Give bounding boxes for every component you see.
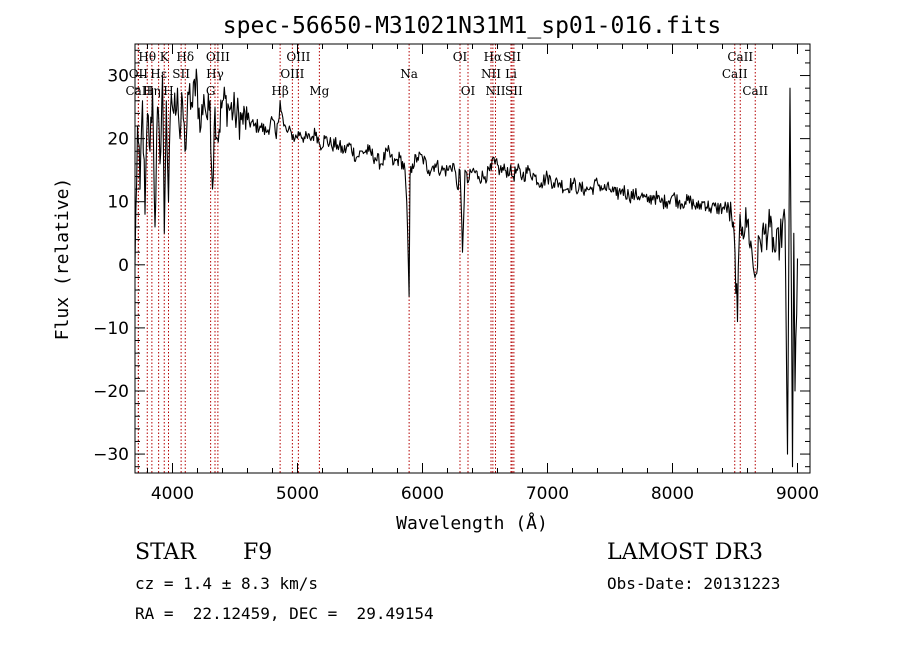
object-subclass: F9 bbox=[243, 540, 273, 565]
spectral-line-label: Mg bbox=[309, 84, 329, 98]
y-tick-label: −30 bbox=[93, 445, 129, 465]
spectral-line-label: H bbox=[163, 84, 173, 98]
x-tick-label: 9000 bbox=[776, 484, 819, 504]
spectral-line-label: Hη bbox=[143, 84, 161, 98]
y-tick-label: 10 bbox=[107, 193, 129, 213]
redshift-velocity: cz = 1.4 ± 8.3 km/s bbox=[135, 574, 319, 593]
spectral-line-label: CaII bbox=[727, 50, 753, 64]
spectral-line-label: Hθ bbox=[138, 50, 156, 64]
spectral-line-label: NII bbox=[486, 84, 506, 98]
x-tick-label: 5000 bbox=[276, 484, 319, 504]
spectral-line-label: OIII bbox=[206, 50, 230, 64]
y-tick-label: 0 bbox=[118, 256, 129, 276]
spectral-line-label: SII bbox=[505, 84, 523, 98]
y-axis-label: Flux (relative) bbox=[52, 178, 73, 341]
spectral-line-label: CaII bbox=[742, 84, 768, 98]
coordinates: RA = 22.12459, DEC = 29.49154 bbox=[135, 604, 434, 623]
spectral-line-label: NII bbox=[481, 67, 501, 81]
spectral-line-label: G bbox=[206, 84, 216, 98]
survey-name: LAMOST DR3 bbox=[607, 540, 763, 565]
axis-ticks: 4000 5000 6000 7000 8000 9000 −30 −20 −10 0 10 20 30 bbox=[93, 44, 819, 504]
spectral-line-label: OIII bbox=[280, 67, 304, 81]
x-axis-label: Wavelength (Å) bbox=[396, 512, 548, 534]
spectral-line-label: SII bbox=[172, 67, 190, 81]
spectral-line-label: OII bbox=[129, 67, 149, 81]
spectral-line-label: OI bbox=[453, 50, 468, 64]
y-tick-label: 20 bbox=[107, 130, 129, 150]
chart-title: spec-56650-M31021N31M1_sp01-016.fits bbox=[223, 13, 722, 39]
spectral-line-label: Hε bbox=[150, 67, 167, 81]
observation-date: Obs-Date: 20131223 bbox=[607, 574, 781, 593]
spectrum-series-layer bbox=[134, 68, 799, 468]
y-tick-label: 30 bbox=[107, 67, 129, 87]
spectrum-line bbox=[134, 68, 799, 468]
spectral-line-label: K bbox=[160, 50, 170, 64]
x-tick-label: 7000 bbox=[526, 484, 569, 504]
spectral-line-label: CaII bbox=[722, 67, 748, 81]
object-class: STAR bbox=[135, 540, 196, 565]
spectral-line-label: Li bbox=[505, 67, 517, 81]
spectral-line-label: Hγ bbox=[206, 67, 224, 81]
spectral-line-label: Hδ bbox=[176, 50, 194, 64]
y-tick-label: −20 bbox=[93, 382, 129, 402]
spectral-line-markers bbox=[137, 44, 756, 473]
plot-frame bbox=[134, 43, 811, 474]
spectral-line-label: Hβ bbox=[271, 84, 288, 98]
spectral-line-label: Na bbox=[400, 67, 418, 81]
x-tick-label: 6000 bbox=[401, 484, 444, 504]
x-tick-label: 4000 bbox=[151, 484, 194, 504]
spectral-line-label: OIII bbox=[286, 50, 310, 64]
spectral-line-label: SII bbox=[503, 50, 521, 64]
y-tick-label: −10 bbox=[93, 319, 129, 339]
x-tick-label: 8000 bbox=[651, 484, 694, 504]
spectral-line-label: OI bbox=[461, 84, 476, 98]
spectral-line-label: Hα bbox=[484, 50, 503, 64]
spectral-line-label: CaII bbox=[125, 84, 151, 98]
